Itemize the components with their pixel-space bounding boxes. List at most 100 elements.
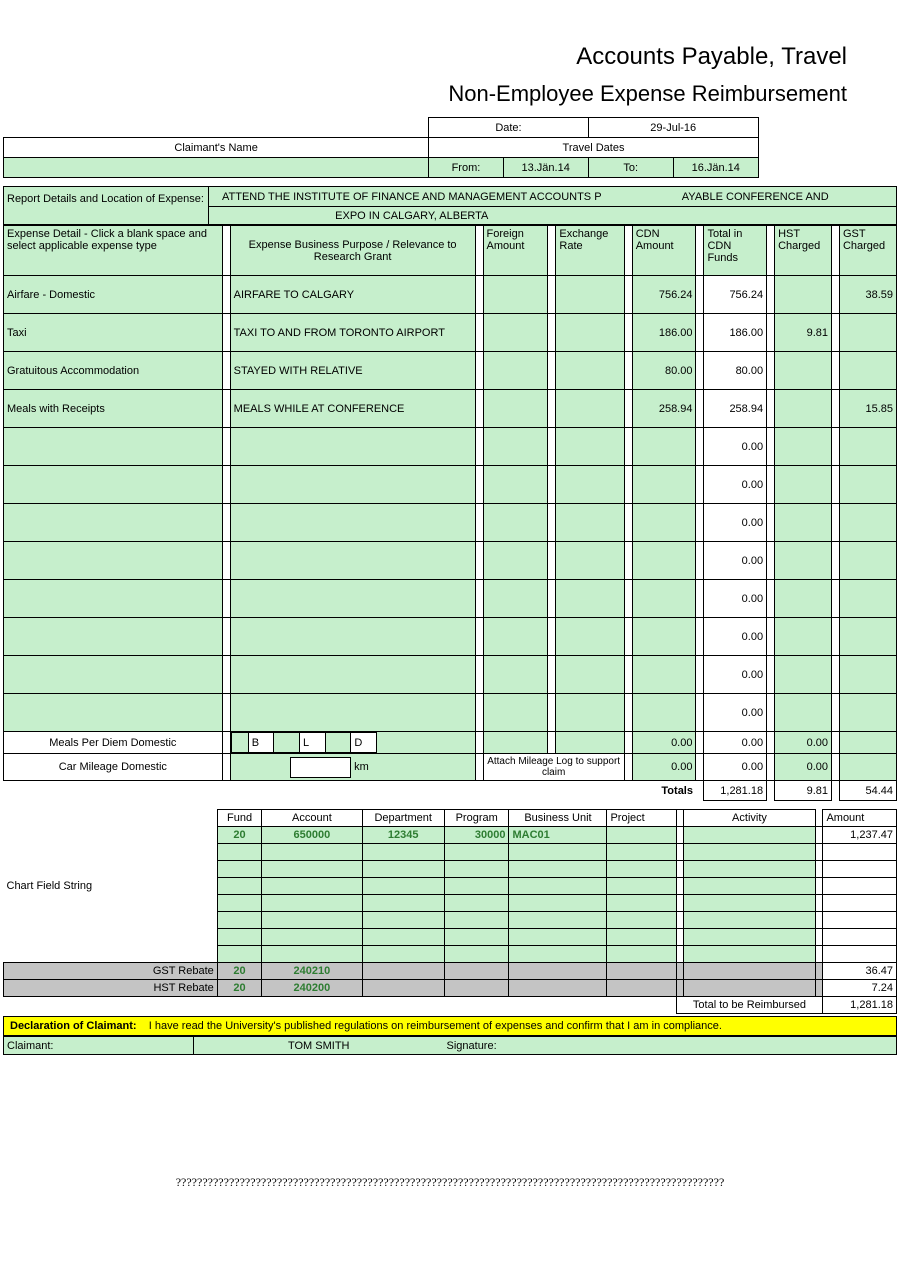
row-purpose[interactable] — [230, 428, 475, 466]
row-gst[interactable] — [839, 428, 896, 466]
row-hst[interactable] — [775, 694, 832, 732]
row-type[interactable] — [4, 466, 223, 504]
row-hst[interactable] — [775, 618, 832, 656]
total-reimb-label: Total to be Reimbursed — [676, 997, 823, 1014]
row-gst[interactable] — [839, 580, 896, 618]
row-gst[interactable] — [839, 466, 896, 504]
row-type[interactable]: Airfare - Domestic — [4, 276, 223, 314]
col-purpose: Expense Business Purpose / Relevance to … — [230, 226, 475, 276]
row-type[interactable] — [4, 428, 223, 466]
claimant-sig-label: Claimant: — [4, 1037, 194, 1055]
row-foreign[interactable] — [483, 656, 548, 694]
row-purpose[interactable]: TAXI TO AND FROM TORONTO AIRPORT — [230, 314, 475, 352]
row-hst[interactable] — [775, 276, 832, 314]
chart-h-account: Account — [262, 810, 362, 827]
row-gst[interactable] — [839, 504, 896, 542]
row-gst[interactable] — [839, 314, 896, 352]
row-cdn[interactable] — [632, 542, 696, 580]
row-cdn[interactable]: 258.94 — [632, 390, 696, 428]
report-line2: EXPO IN CALGARY, ALBERTA — [209, 207, 615, 225]
row-purpose[interactable] — [230, 618, 475, 656]
row-total: 0.00 — [704, 504, 767, 542]
row-hst[interactable] — [775, 656, 832, 694]
row-rate[interactable] — [556, 656, 624, 694]
row-purpose[interactable] — [230, 504, 475, 542]
row-gst[interactable]: 38.59 — [839, 276, 896, 314]
row-rate[interactable] — [556, 694, 624, 732]
row-foreign[interactable] — [483, 276, 548, 314]
claimant-value[interactable] — [4, 158, 429, 178]
row-rate[interactable] — [556, 542, 624, 580]
row-hst[interactable] — [775, 466, 832, 504]
mileage-cdn: 0.00 — [632, 754, 696, 781]
row-total: 756.24 — [704, 276, 767, 314]
row-foreign[interactable] — [483, 580, 548, 618]
row-foreign[interactable] — [483, 466, 548, 504]
row-purpose[interactable]: AIRFARE TO CALGARY — [230, 276, 475, 314]
row-rate[interactable] — [556, 504, 624, 542]
row-purpose[interactable] — [230, 656, 475, 694]
row-gst[interactable] — [839, 694, 896, 732]
row-foreign[interactable] — [483, 542, 548, 580]
row-cdn[interactable] — [632, 618, 696, 656]
row-rate[interactable] — [556, 276, 624, 314]
row-purpose[interactable] — [230, 542, 475, 580]
row-hst[interactable] — [775, 390, 832, 428]
row-rate[interactable] — [556, 390, 624, 428]
row-rate[interactable] — [556, 428, 624, 466]
row-purpose[interactable] — [230, 580, 475, 618]
row-type[interactable]: Meals with Receipts — [4, 390, 223, 428]
row-gst[interactable] — [839, 656, 896, 694]
row-rate[interactable] — [556, 618, 624, 656]
row-cdn[interactable] — [632, 656, 696, 694]
row-type[interactable] — [4, 504, 223, 542]
row-type[interactable] — [4, 618, 223, 656]
row-gst[interactable] — [839, 618, 896, 656]
row-cdn[interactable] — [632, 428, 696, 466]
row-rate[interactable] — [556, 580, 624, 618]
travel-dates-label: Travel Dates — [429, 138, 759, 158]
row-rate[interactable] — [556, 314, 624, 352]
row-type[interactable] — [4, 542, 223, 580]
row-type[interactable]: Taxi — [4, 314, 223, 352]
row-foreign[interactable] — [483, 694, 548, 732]
row-foreign[interactable] — [483, 314, 548, 352]
mileage-label: Car Mileage Domestic — [4, 754, 223, 781]
row-cdn[interactable]: 80.00 — [632, 352, 696, 390]
row-hst[interactable] — [775, 542, 832, 580]
row-type[interactable] — [4, 580, 223, 618]
row-hst[interactable]: 9.81 — [775, 314, 832, 352]
row-gst[interactable]: 15.85 — [839, 390, 896, 428]
row-rate[interactable] — [556, 466, 624, 504]
row-foreign[interactable] — [483, 504, 548, 542]
row-hst[interactable] — [775, 352, 832, 390]
row-foreign[interactable] — [483, 618, 548, 656]
perdiem-bld: B L D — [230, 732, 475, 754]
row-hst[interactable] — [775, 428, 832, 466]
row-hst[interactable] — [775, 580, 832, 618]
row-rate[interactable] — [556, 352, 624, 390]
row-cdn[interactable] — [632, 580, 696, 618]
row-type[interactable] — [4, 694, 223, 732]
row-gst[interactable] — [839, 542, 896, 580]
row-cdn[interactable]: 756.24 — [632, 276, 696, 314]
row-cdn[interactable] — [632, 694, 696, 732]
row-purpose[interactable] — [230, 466, 475, 504]
row-purpose[interactable] — [230, 694, 475, 732]
row-purpose[interactable]: MEALS WHILE AT CONFERENCE — [230, 390, 475, 428]
signature-field[interactable] — [544, 1037, 897, 1055]
row-type[interactable]: Gratuitous Accommodation — [4, 352, 223, 390]
row-cdn[interactable]: 186.00 — [632, 314, 696, 352]
row-cdn[interactable] — [632, 504, 696, 542]
row-hst[interactable] — [775, 504, 832, 542]
row-foreign[interactable] — [483, 352, 548, 390]
row-cdn[interactable] — [632, 466, 696, 504]
row-gst[interactable] — [839, 352, 896, 390]
row-foreign[interactable] — [483, 390, 548, 428]
row-total: 80.00 — [704, 352, 767, 390]
row-total: 0.00 — [704, 428, 767, 466]
mileage-note: Attach Mileage Log to support claim — [483, 754, 624, 781]
row-type[interactable] — [4, 656, 223, 694]
row-purpose[interactable]: STAYED WITH RELATIVE — [230, 352, 475, 390]
row-foreign[interactable] — [483, 428, 548, 466]
